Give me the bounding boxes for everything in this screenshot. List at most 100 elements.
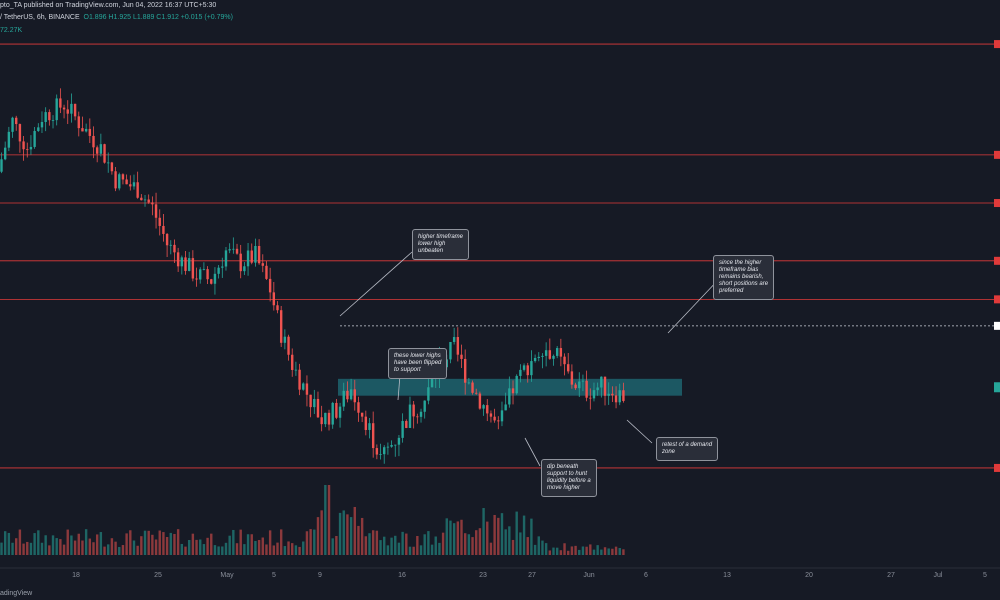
candle-body bbox=[471, 382, 474, 393]
volume-bar bbox=[305, 531, 309, 555]
volume-bar bbox=[73, 540, 77, 555]
volume-bar bbox=[143, 530, 147, 555]
volume-bar bbox=[246, 534, 250, 555]
volume-bar bbox=[607, 548, 610, 555]
candle-body bbox=[235, 248, 239, 254]
x-tick-label: 25 bbox=[154, 572, 162, 579]
volume-bar bbox=[544, 543, 548, 555]
candle-body bbox=[305, 383, 309, 395]
volume-bar bbox=[371, 530, 375, 555]
candle-body bbox=[567, 364, 570, 372]
volume-bar bbox=[283, 546, 287, 555]
volume-bar bbox=[51, 535, 55, 555]
volume-bar bbox=[287, 541, 290, 555]
candle-body bbox=[383, 447, 386, 455]
volume-bar bbox=[55, 538, 58, 555]
candle-body bbox=[77, 116, 80, 129]
x-tick-label: 27 bbox=[887, 572, 895, 579]
candle-body bbox=[291, 354, 294, 370]
candle-body bbox=[357, 402, 360, 413]
volume-bar bbox=[136, 545, 139, 555]
volume-bar bbox=[478, 528, 482, 555]
candle-body bbox=[224, 250, 228, 267]
volume-bar bbox=[221, 546, 224, 555]
volume-bar bbox=[475, 530, 478, 555]
volume-bar bbox=[452, 523, 456, 555]
candle-body bbox=[118, 174, 121, 189]
volume-bar bbox=[408, 546, 412, 555]
candle-body bbox=[283, 336, 287, 343]
volume-bar bbox=[375, 530, 379, 555]
volume-bar bbox=[552, 547, 555, 555]
candle-body bbox=[368, 423, 371, 430]
candle-body bbox=[62, 107, 66, 110]
volume-bar bbox=[40, 542, 44, 555]
candle-body bbox=[199, 269, 202, 280]
candle-body bbox=[195, 278, 198, 280]
candle-body bbox=[386, 446, 390, 448]
volume-bar bbox=[151, 534, 154, 555]
candle-body bbox=[221, 266, 224, 268]
volume-bar bbox=[397, 542, 401, 555]
candle-body bbox=[22, 141, 25, 150]
volume-bar bbox=[592, 549, 596, 555]
volume-bar bbox=[504, 529, 507, 555]
volume-bar bbox=[294, 545, 298, 555]
volume-bar bbox=[191, 533, 195, 555]
volume-bar bbox=[158, 530, 161, 555]
callout-line-0 bbox=[339, 251, 413, 317]
candle-body bbox=[143, 199, 147, 201]
volume-bar bbox=[353, 506, 356, 555]
candle-body bbox=[467, 382, 471, 384]
volume-bar bbox=[460, 519, 463, 555]
volume-bar bbox=[250, 534, 253, 555]
candle-body bbox=[254, 246, 257, 263]
candle-body bbox=[121, 174, 125, 180]
x-tick-label: 13 bbox=[723, 572, 731, 579]
x-tick-label: 5 bbox=[983, 572, 987, 579]
volume-bar bbox=[331, 538, 334, 555]
level-marker-1 bbox=[994, 150, 1000, 159]
candle-body bbox=[519, 369, 522, 376]
volume-bar bbox=[441, 532, 445, 555]
volume-bar bbox=[99, 532, 103, 555]
candle-body bbox=[603, 376, 607, 396]
candle-body bbox=[29, 146, 33, 150]
x-tick-label: Jun bbox=[583, 572, 594, 579]
volume-bar bbox=[254, 540, 257, 555]
volume-bar bbox=[585, 546, 588, 555]
volume-bar bbox=[309, 529, 312, 555]
candle-body bbox=[475, 392, 478, 394]
volume-bar bbox=[176, 529, 180, 555]
candle-body bbox=[397, 437, 401, 445]
volume-bar bbox=[622, 549, 625, 555]
candle-body bbox=[452, 337, 456, 342]
callout-line-1 bbox=[397, 374, 401, 401]
candle-body bbox=[40, 121, 44, 128]
candle-body bbox=[541, 355, 544, 357]
volume-bar bbox=[589, 544, 592, 555]
symbol-line: / TetherUS, 6h, BINANCE O1.896 H1.925 L1… bbox=[0, 12, 233, 24]
volume-bar bbox=[268, 530, 272, 555]
candle-body bbox=[217, 267, 220, 274]
candle-body bbox=[213, 273, 217, 284]
candle-body bbox=[379, 454, 382, 455]
volume-bar bbox=[548, 550, 552, 555]
candle-body bbox=[559, 348, 563, 357]
candle-body bbox=[257, 246, 261, 264]
volume-bar bbox=[578, 549, 581, 555]
candle-body bbox=[456, 337, 460, 355]
volume-bar bbox=[66, 529, 69, 555]
candle-body bbox=[132, 182, 136, 187]
candle-body bbox=[0, 159, 3, 172]
candle-body bbox=[33, 130, 36, 147]
candle-body bbox=[320, 417, 323, 425]
volume-bar bbox=[456, 521, 460, 555]
volume-bar bbox=[95, 534, 99, 555]
volume-bar bbox=[140, 536, 143, 555]
volume-bar bbox=[493, 514, 496, 555]
candle-body bbox=[449, 341, 452, 360]
volume-bar bbox=[195, 539, 198, 555]
volume-bar bbox=[357, 525, 360, 555]
